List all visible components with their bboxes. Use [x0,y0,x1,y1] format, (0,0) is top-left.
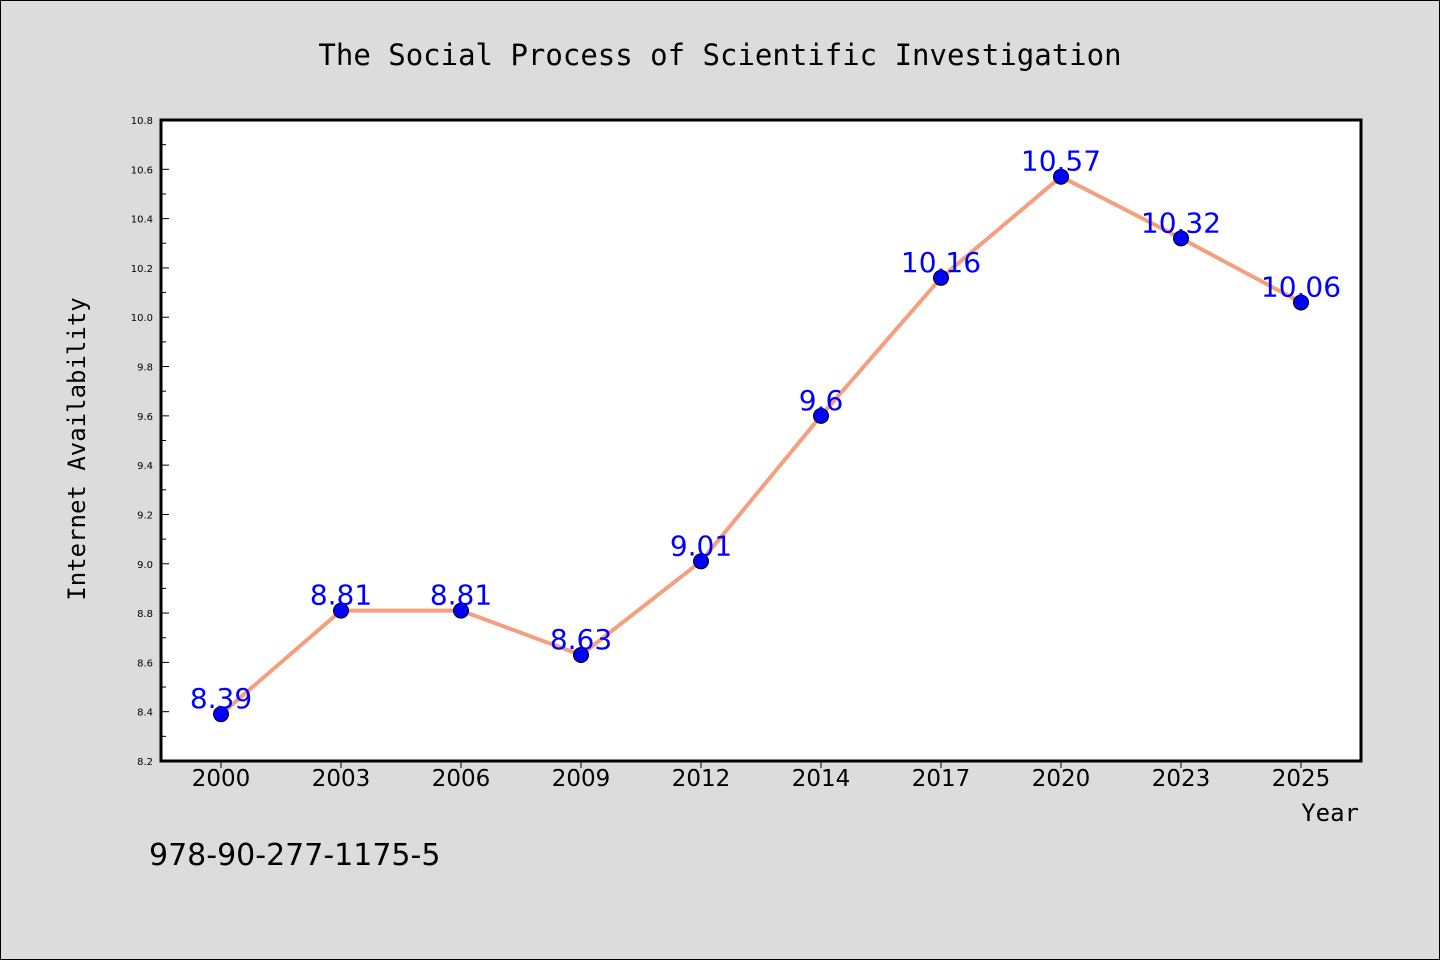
x-tick-label: 2014 [792,766,851,792]
y-tick-label: 10.0 [131,313,153,324]
x-tick-label: 2009 [552,766,611,792]
data-label: 8.39 [190,682,252,715]
data-label: 9.01 [670,529,732,562]
data-point [1293,294,1309,311]
data-label: 10.06 [1261,270,1341,303]
data-label: 8.81 [430,579,492,612]
y-tick-label: 9.6 [137,412,153,423]
y-tick-label: 8.8 [137,609,153,620]
x-axis-ticks: 2000 2003 2006 2009 2012 2014 2017 2020 2023 2025 [192,761,1331,792]
x-tick-label: 2017 [912,766,971,792]
x-tick-label: 2000 [192,766,251,792]
data-label: 10.57 [1021,145,1101,178]
x-tick-label: 2006 [432,766,491,792]
data-point [693,553,709,570]
chart-title: The Social Process of Scientific Investi… [318,38,1121,72]
data-label: 10.32 [1141,206,1221,239]
series-markers [213,168,1309,723]
series-line [219,174,1303,717]
footer-code-text: 978-90-277-1175-5 [149,838,440,873]
data-point [573,646,589,663]
data-point [1053,168,1069,185]
y-tick-label: 9.8 [137,363,153,374]
data-point [1173,230,1189,247]
x-tick-label: 2003 [312,766,371,792]
y-tick-label: 10.6 [131,165,153,176]
x-tick-label: 2020 [1032,766,1091,792]
data-label: 9.6 [799,384,844,417]
data-point [333,602,349,619]
series-line-group [219,174,1303,717]
x-tick-label: 2025 [1272,766,1331,792]
data-point [813,407,829,424]
y-axis-label: Internet Availability [63,297,91,600]
y-tick-label: 8.6 [137,658,153,669]
data-label: 8.81 [310,579,372,612]
y-tick-label: 10.2 [131,264,153,275]
y-tick-label: 9.4 [137,461,153,472]
plot-frame [159,118,1363,763]
y-tick-label: 8.2 [137,757,153,768]
y-tick-label: 10.8 [131,116,153,127]
x-axis-label: Year [1301,799,1359,827]
data-label: 8.63 [550,623,612,656]
y-tick-label: 8.4 [137,708,153,719]
data-label: 10.16 [901,246,981,279]
y-tick-label: 9.0 [137,560,153,571]
data-point [933,269,949,286]
data-point [453,602,469,619]
x-tick-label: 2012 [672,766,731,792]
y-tick-label: 10.4 [131,215,153,226]
data-point [213,706,229,723]
x-tick-label: 2023 [1152,766,1211,792]
y-tick-label: 9.2 [137,510,153,521]
data-labels: 8.39 8.81 8.81 8.63 9.01 9.6 10.16 10.57 10.32 10… [190,145,1341,715]
